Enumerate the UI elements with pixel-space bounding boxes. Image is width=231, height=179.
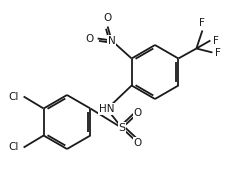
Text: O: O — [103, 13, 112, 23]
Text: Cl: Cl — [8, 91, 19, 101]
Text: F: F — [199, 18, 205, 28]
Text: O: O — [134, 138, 142, 148]
Text: F: F — [215, 47, 221, 57]
Text: Cl: Cl — [8, 142, 19, 153]
Text: F: F — [213, 35, 219, 45]
Text: N: N — [108, 35, 116, 45]
Text: HN: HN — [99, 104, 115, 114]
Text: O: O — [85, 33, 94, 43]
Text: O: O — [134, 108, 142, 118]
Text: S: S — [119, 123, 126, 133]
